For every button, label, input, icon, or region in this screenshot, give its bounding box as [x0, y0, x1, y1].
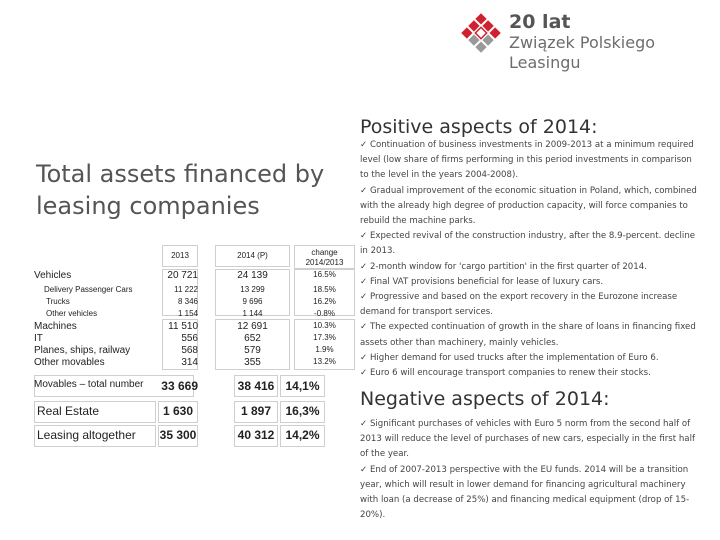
leasing-total-2013-box: [158, 425, 198, 447]
logo-text: 20 lat Związek Polskiego Leasingu: [509, 12, 655, 73]
check-icon: ✓: [360, 322, 370, 333]
col-2013-box-2: [162, 319, 198, 370]
logo-line-1: 20 lat: [509, 11, 571, 33]
list-item: ✓ Significant purchases of vehicles with…: [360, 419, 695, 460]
list-item: ✓ 2-month window for 'cargo partition' i…: [360, 261, 647, 272]
list-item: ✓ The expected continuation of growth in…: [360, 322, 696, 348]
leasing-total-2014-box: [234, 425, 278, 447]
list-item: ✓ Gradual improvement of the economic si…: [360, 185, 697, 227]
logo-line-3: Leasingu: [509, 53, 581, 72]
check-icon: ✓: [360, 368, 370, 379]
list-item: ✓ Progressive and based on the export re…: [360, 292, 678, 318]
total-movables-change-box: [280, 375, 325, 397]
check-icon: ✓: [360, 464, 370, 475]
total-movables-box: [34, 375, 194, 397]
col-change-box: [294, 269, 355, 316]
total-movables-2014-box: [234, 375, 278, 397]
check-icon: ✓: [360, 419, 370, 429]
list-item: ✓ Euro 6 will encourage transport compan…: [360, 368, 651, 379]
check-icon: ✓: [360, 140, 370, 150]
check-icon: ✓: [360, 231, 370, 242]
list-item: ✓ Higher demand for used trucks after th…: [360, 352, 659, 363]
real-estate-label-box: [34, 401, 156, 423]
negative-aspects-title: Negative aspects of 2014:: [360, 388, 610, 410]
header-2014: 2014 (P): [215, 245, 290, 267]
list-item: ✓ Final VAT provisions beneficial for le…: [360, 276, 604, 287]
col-2013-box: [162, 269, 198, 316]
check-icon: ✓: [360, 276, 370, 287]
col-2014-box: [215, 269, 290, 316]
real-estate-change-box: [280, 401, 325, 423]
real-estate-2014-box: [234, 401, 278, 423]
negative-aspects-list: ✓ Significant purchases of vehicles with…: [360, 417, 700, 523]
leasing-total-label-box: [34, 425, 156, 447]
logo-line-2: Związek Polskiego: [509, 33, 656, 52]
leasing-total-change-box: [280, 425, 325, 447]
check-icon: ✓: [360, 261, 370, 272]
check-icon: ✓: [360, 352, 370, 363]
list-item: ✓ Expected revival of the construction i…: [360, 231, 696, 257]
positive-aspects-list: ✓ Continuation of business investments i…: [360, 138, 700, 381]
positive-aspects-title: Positive aspects of 2014:: [360, 116, 598, 138]
page-title: Total assets financed by leasing compani…: [36, 160, 325, 220]
check-icon: ✓: [360, 292, 370, 303]
zpl-logo: 20 lat Związek Polskiego Leasingu: [458, 10, 708, 80]
list-item: ✓ End of 2007-2013 perspective with the …: [360, 464, 690, 521]
logo-mark-icon: [461, 13, 501, 53]
col-2014-box-2: [215, 319, 290, 370]
header-2013: 2013: [162, 245, 198, 267]
list-item: ✓ Continuation of business investments i…: [360, 140, 694, 181]
real-estate-2013-box: [158, 401, 198, 423]
col-change-box-2: [294, 319, 355, 370]
check-icon: ✓: [360, 185, 370, 196]
header-change: change 2014/2013: [294, 245, 355, 269]
